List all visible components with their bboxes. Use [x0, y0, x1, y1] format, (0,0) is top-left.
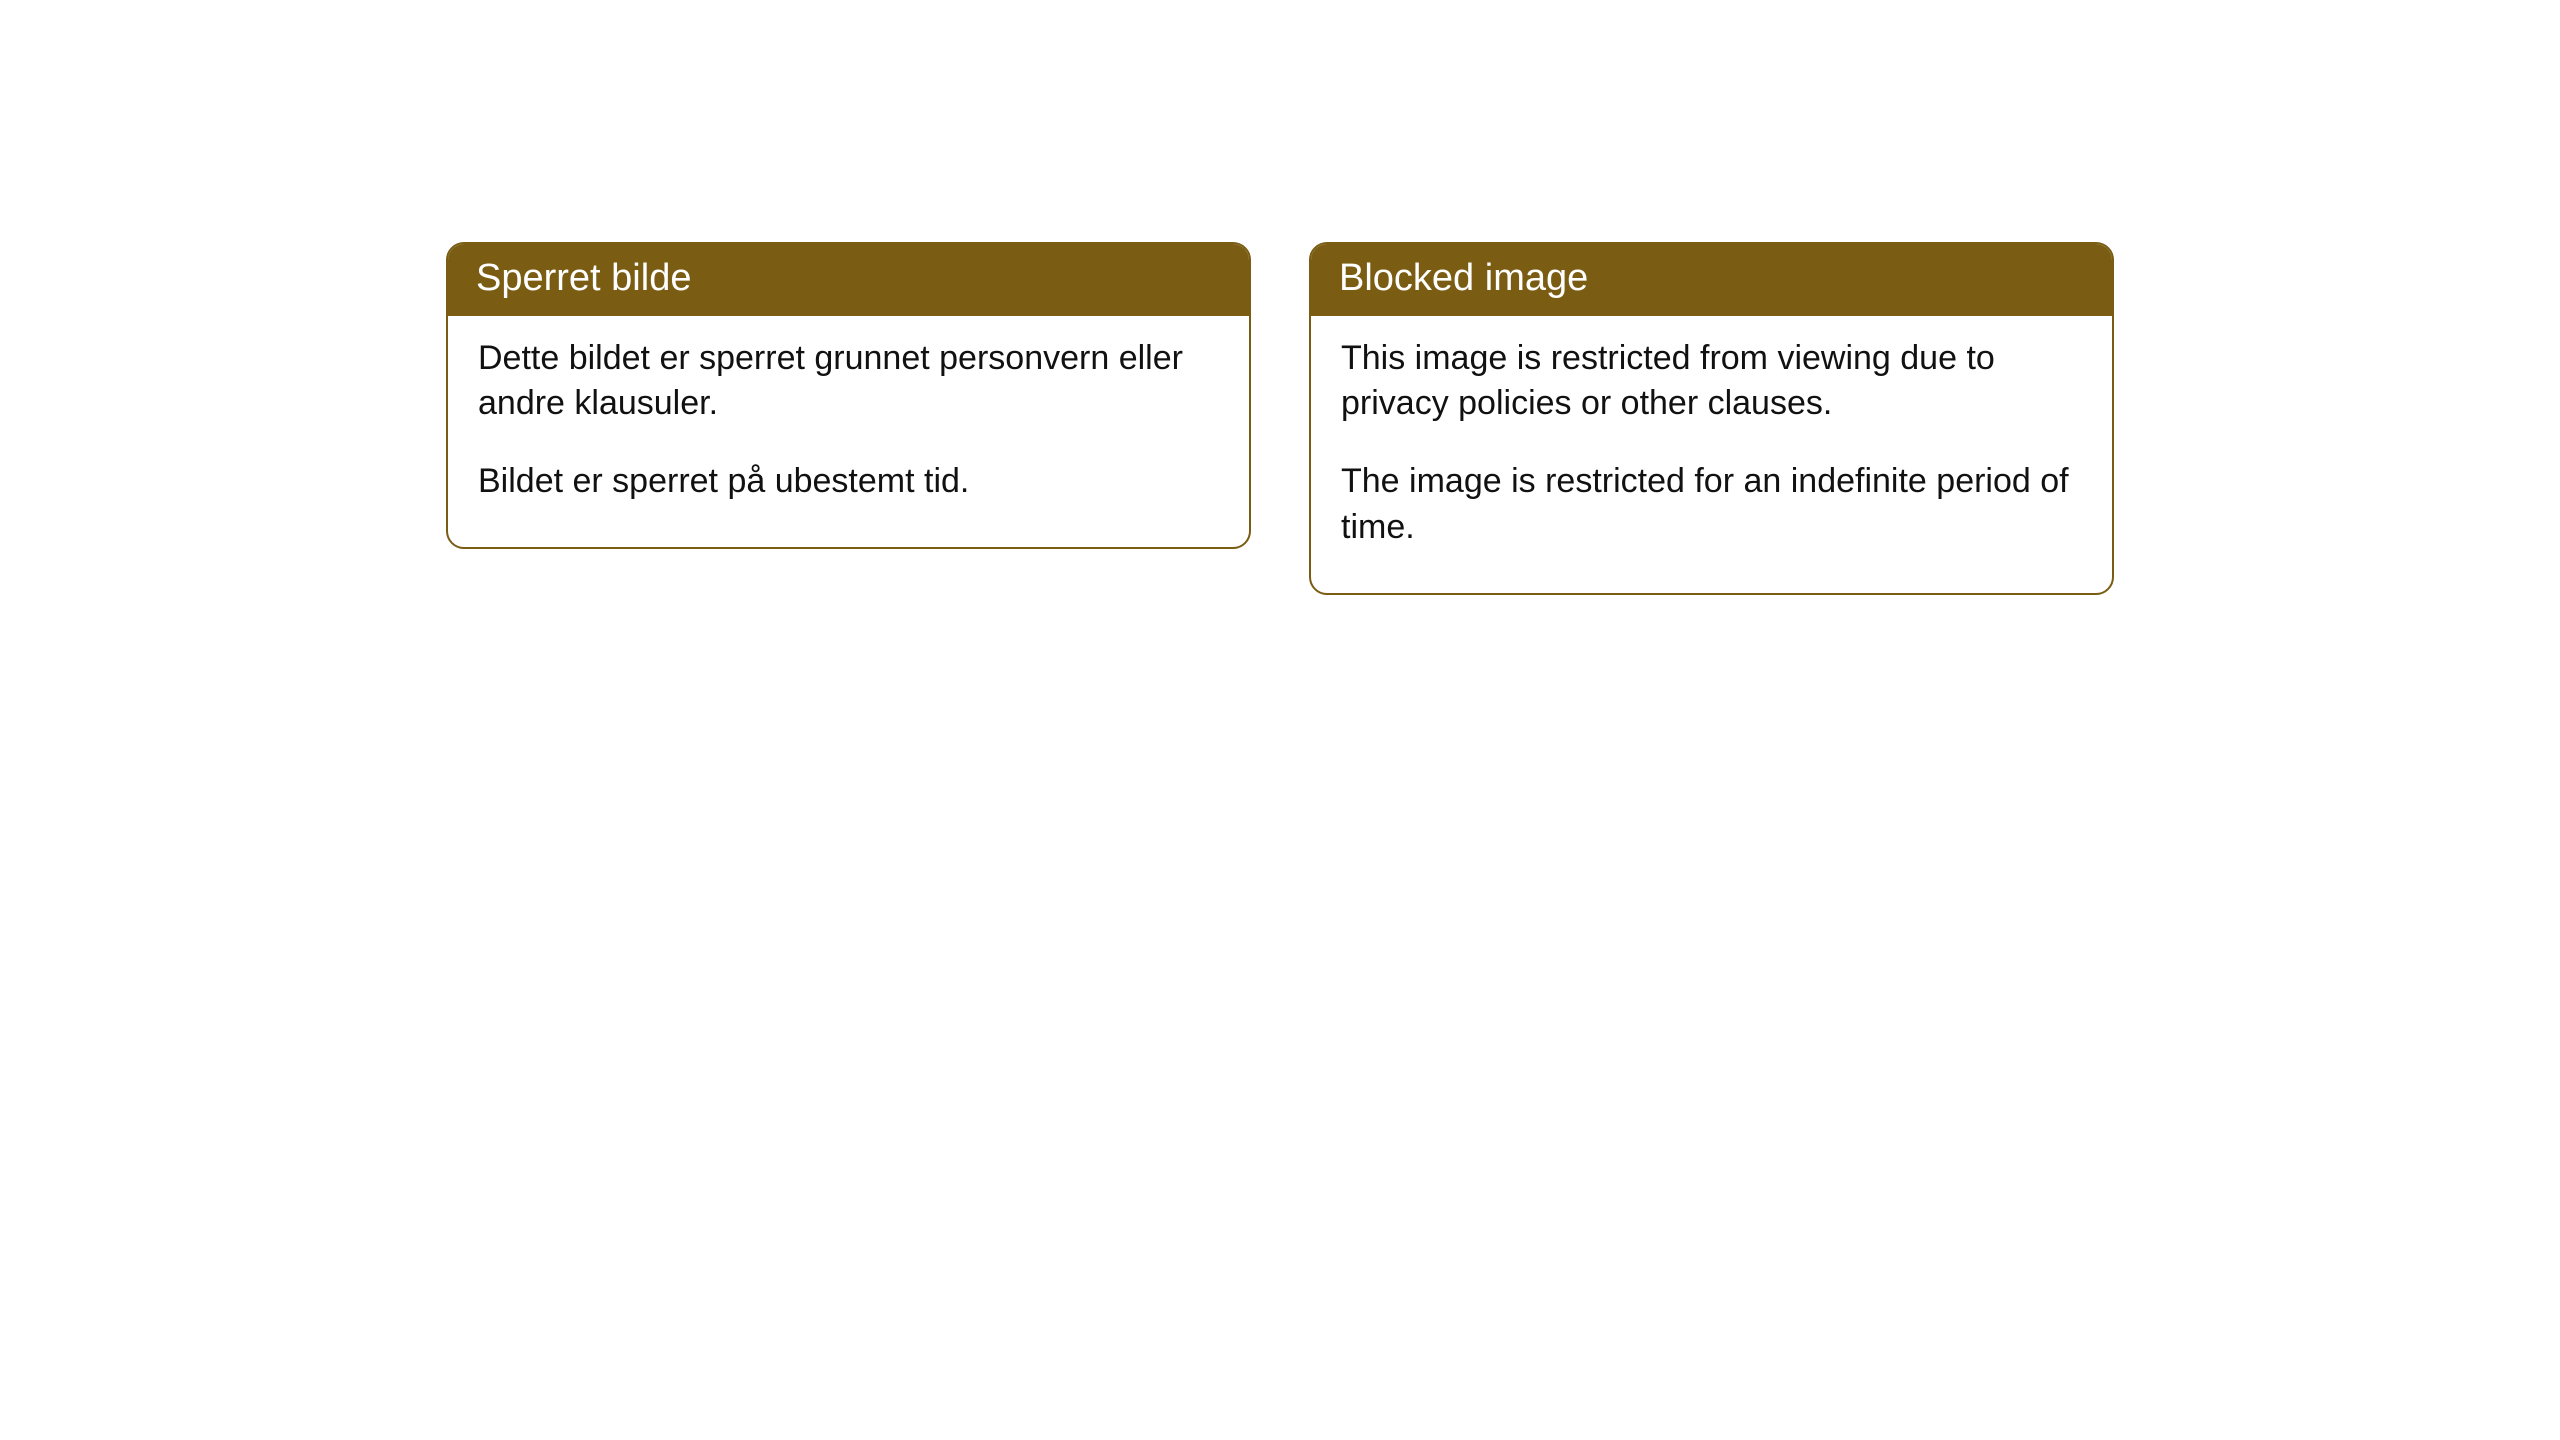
card-header: Blocked image — [1311, 244, 2112, 316]
notice-card-english: Blocked image This image is restricted f… — [1309, 242, 2114, 595]
card-paragraph: Bildet er sperret på ubestemt tid. — [478, 459, 1219, 505]
card-paragraph: This image is restricted from viewing du… — [1341, 336, 2082, 428]
card-paragraph: The image is restricted for an indefinit… — [1341, 459, 2082, 551]
card-paragraph: Dette bildet er sperret grunnet personve… — [478, 336, 1219, 428]
card-body: Dette bildet er sperret grunnet personve… — [448, 316, 1249, 548]
notice-cards-container: Sperret bilde Dette bildet er sperret gr… — [446, 242, 2114, 1440]
card-body: This image is restricted from viewing du… — [1311, 316, 2112, 594]
card-header: Sperret bilde — [448, 244, 1249, 316]
notice-card-norwegian: Sperret bilde Dette bildet er sperret gr… — [446, 242, 1251, 549]
